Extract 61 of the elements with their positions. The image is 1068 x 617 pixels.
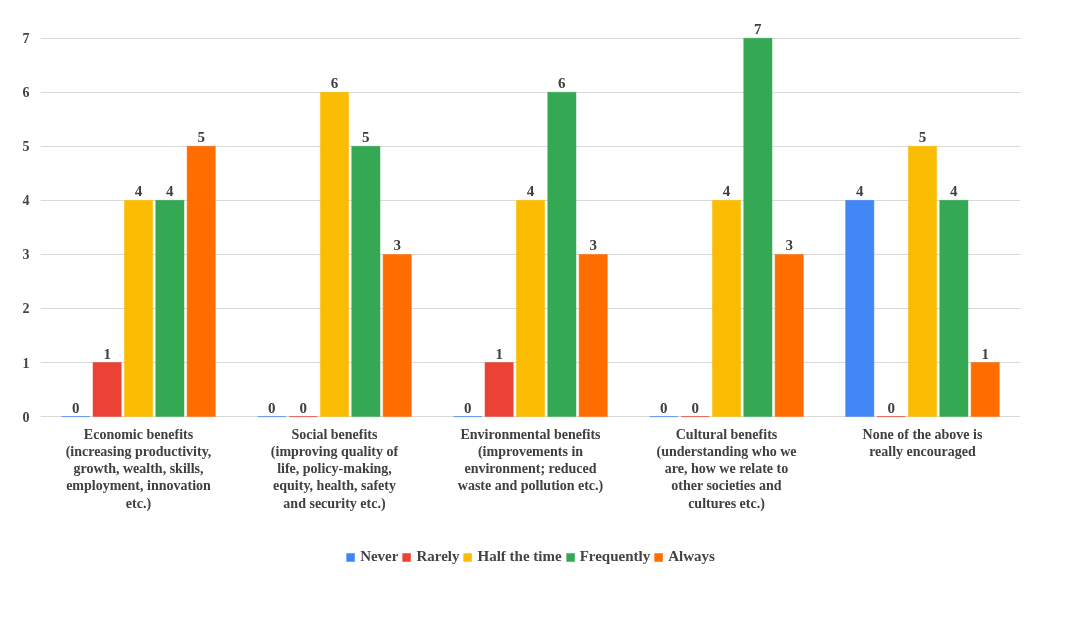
legend-label: Always (668, 548, 715, 565)
data-label: 0 (691, 399, 699, 416)
bar (124, 200, 153, 417)
x-tick-label: None of the above is really encouraged (862, 426, 983, 459)
data-label: 4 (134, 183, 143, 200)
bar (186, 146, 216, 417)
bar (351, 146, 381, 417)
data-label: 4 (526, 183, 535, 200)
bar (939, 200, 969, 417)
bar (516, 200, 545, 417)
data-label: 5 (918, 129, 927, 146)
data-label: 0 (299, 399, 307, 416)
data-label: 3 (589, 237, 597, 254)
y-tick-label: 5 (22, 139, 30, 155)
data-label: 7 (754, 21, 763, 38)
bar (970, 362, 1000, 417)
data-label: 4 (722, 183, 731, 200)
data-label: 4 (950, 183, 959, 200)
x-tick-label: Cultural benefits (understanding who we are, how we relate to other societies and cultures etc.) (656, 426, 797, 512)
bar (845, 200, 875, 417)
x-tick-label: Social benefits (improving quality of life, policy-making, equity, health, safety and security etc.) (270, 426, 399, 512)
data-label: 0 (268, 399, 276, 416)
x-tick-label: Economic benefits (increasing productivity, growth, wealth, skills, employment, innovation etc.) (65, 426, 212, 512)
bar (155, 200, 185, 417)
bar (743, 37, 773, 417)
data-label: 1 (495, 345, 503, 362)
legend-label: Half the time (477, 548, 562, 565)
legend-label: Never (360, 548, 399, 565)
bar (774, 254, 804, 417)
legend-label: Rarely (416, 548, 460, 565)
data-label: 4 (856, 183, 865, 200)
y-tick-label: 2 (22, 301, 30, 317)
legend-label: Frequently (579, 548, 651, 565)
bar (382, 254, 412, 417)
data-label: 0 (887, 399, 895, 416)
bar (92, 362, 122, 417)
bar (908, 146, 937, 417)
y-tick-label: 4 (22, 193, 30, 209)
x-tick-label: Environmental benefits (improvements in environment; reduced waste and pollution etc.) (457, 426, 604, 495)
data-label: 3 (393, 237, 401, 254)
data-label: 6 (330, 75, 339, 92)
data-label: 0 (72, 399, 80, 416)
data-label: 0 (660, 399, 668, 416)
data-label: 6 (558, 75, 567, 92)
data-label: 0 (464, 399, 472, 416)
bar (712, 200, 741, 417)
data-label: 3 (785, 237, 793, 254)
data-label: 1 (981, 345, 989, 362)
data-label: 5 (197, 129, 205, 146)
bar (320, 92, 349, 417)
y-tick-label: 0 (22, 409, 30, 425)
y-tick-label: 3 (22, 247, 30, 263)
data-label: 1 (103, 345, 111, 362)
y-tick-label: 7 (22, 31, 30, 47)
bar (547, 92, 577, 417)
data-label: 4 (166, 183, 175, 200)
data-label: 5 (362, 129, 370, 146)
bar (578, 254, 608, 417)
y-tick-label: 1 (22, 355, 30, 371)
bar (484, 362, 514, 417)
y-tick-label: 6 (22, 85, 30, 101)
